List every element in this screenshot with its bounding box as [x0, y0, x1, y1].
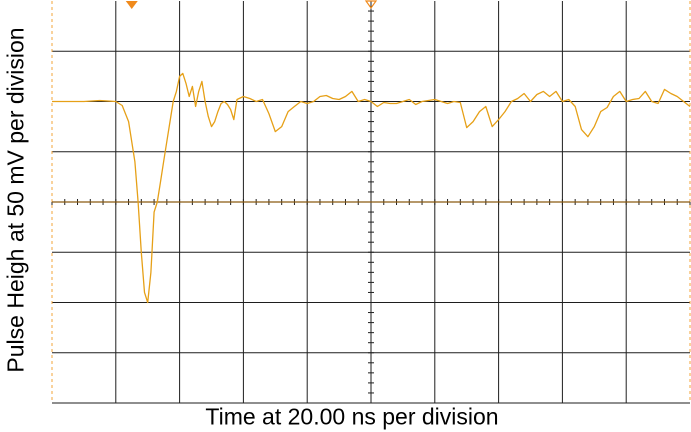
marker-layer — [125, 0, 378, 10]
x-axis-label: Time at 20.00 ns per division — [205, 403, 499, 430]
signal-trace — [52, 72, 691, 304]
trace-layer — [52, 72, 691, 304]
trigger-position-marker — [125, 1, 138, 9]
center-time-marker — [364, 0, 378, 10]
y-axis-label: Pulse Heigh at 50 mV per division — [2, 27, 29, 373]
axis-ticks — [51, 0, 691, 404]
